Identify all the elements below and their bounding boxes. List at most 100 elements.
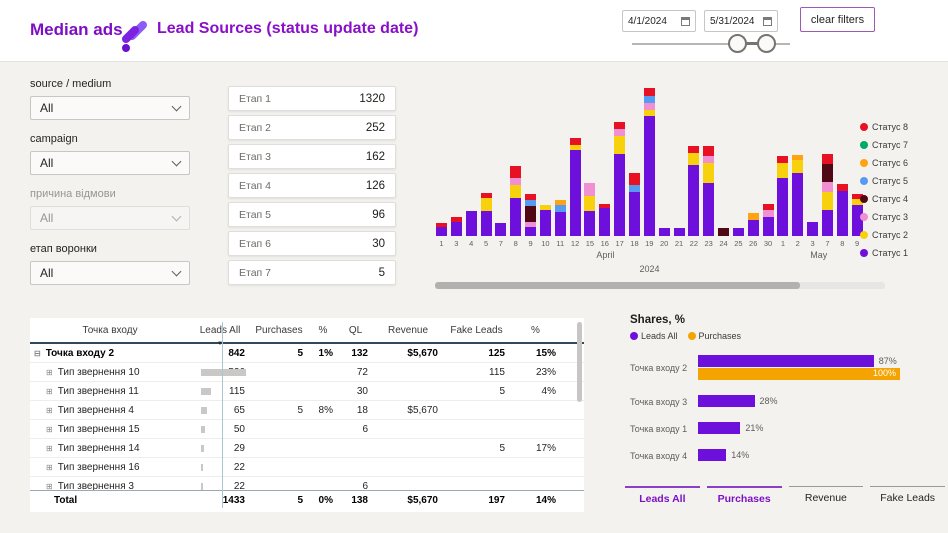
column-header[interactable]: Точка входу xyxy=(82,324,138,336)
expand-icon[interactable]: ⊞ xyxy=(46,386,53,396)
tab-fake-leads[interactable]: Fake Leads xyxy=(870,486,945,505)
tab-purchases[interactable]: Purchases xyxy=(706,486,782,505)
shares-bar[interactable]: 87% xyxy=(698,355,945,367)
column-header[interactable]: % xyxy=(318,324,328,336)
chart-scrollbar-thumb[interactable] xyxy=(435,282,800,289)
funnel-stage-card[interactable]: Етап 1 1320 xyxy=(228,86,396,111)
bar-column[interactable] xyxy=(762,204,774,236)
shares-bar[interactable]: 28% xyxy=(698,395,945,407)
funnel-stage-card[interactable]: Етап 6 30 xyxy=(228,231,396,256)
bar-column[interactable] xyxy=(836,184,848,236)
bar-column[interactable] xyxy=(465,211,477,236)
bar-column[interactable] xyxy=(480,193,492,236)
bar-column[interactable] xyxy=(495,223,507,236)
bar-column[interactable] xyxy=(747,213,759,236)
bar-column[interactable] xyxy=(673,228,685,236)
bar-column[interactable] xyxy=(821,154,833,236)
expand-icon[interactable]: ⊞ xyxy=(46,405,53,415)
filter-dropdown[interactable]: All xyxy=(30,206,190,230)
bar-column[interactable] xyxy=(643,88,655,236)
bar-segment xyxy=(777,163,789,178)
column-header[interactable]: Leads All ▼ xyxy=(199,324,241,347)
bar-column[interactable] xyxy=(777,156,789,236)
expand-icon[interactable]: ⊞ xyxy=(46,424,53,434)
column-header[interactable]: Purchases xyxy=(255,324,303,336)
clear-filters-button[interactable]: clear filters xyxy=(800,7,875,32)
bar-segment xyxy=(510,166,522,178)
slider-handle-start[interactable] xyxy=(728,34,747,53)
table-row[interactable]: ⊞ Тип звернення 10 526 72 115 23% xyxy=(30,363,584,382)
legend-item[interactable]: Статус 2 xyxy=(860,226,946,244)
tab-revenue[interactable]: Revenue xyxy=(788,486,864,505)
funnel-stage-card[interactable]: Етап 3 162 xyxy=(228,144,396,169)
table-row[interactable]: ⊟ Точка входу 2 842 5 1% 132 $5,670 125 15% xyxy=(30,344,584,363)
table-row[interactable]: ⊞ Тип звернення 4 65 5 8% 18 $5,670 xyxy=(30,401,584,420)
bar-column[interactable] xyxy=(851,194,863,236)
bar-column[interactable] xyxy=(450,217,462,236)
calendar-icon[interactable] xyxy=(763,16,772,26)
slider-handle-end[interactable] xyxy=(757,34,776,53)
table-scrollbar[interactable] xyxy=(577,322,582,402)
expand-icon[interactable]: ⊞ xyxy=(46,481,53,491)
table-row[interactable]: ⊞ Тип звернення 11 115 30 5 4% xyxy=(30,382,584,401)
calendar-icon[interactable] xyxy=(681,16,690,26)
bar-column[interactable] xyxy=(658,228,670,236)
bar-column[interactable] xyxy=(703,146,715,236)
table-row[interactable]: ⊞ Тип звернення 14 29 5 17% xyxy=(30,439,584,458)
column-header[interactable]: % xyxy=(531,324,540,336)
legend-label: Статус 3 xyxy=(872,212,908,222)
funnel-stage-card[interactable]: Етап 7 5 xyxy=(228,260,396,285)
table-row[interactable]: ⊞ Тип звернення 16 22 xyxy=(30,458,584,477)
bar-column[interactable] xyxy=(436,223,447,236)
tab-leads-all[interactable]: Leads All xyxy=(625,486,700,505)
bar-column[interactable] xyxy=(599,204,611,236)
bar-column[interactable] xyxy=(792,155,804,236)
bar-column[interactable] xyxy=(718,228,730,236)
chart-scrollbar[interactable] xyxy=(435,282,885,289)
bar-column[interactable] xyxy=(510,166,522,236)
legend-item[interactable]: Статус 1 xyxy=(860,244,946,262)
bar-column[interactable] xyxy=(732,228,744,236)
bar-column[interactable] xyxy=(614,122,626,236)
table-row[interactable]: ⊞ Тип звернення 3 22 6 xyxy=(30,477,584,491)
column-header[interactable]: QL xyxy=(348,324,363,336)
bar-column[interactable] xyxy=(688,146,700,236)
legend-item[interactable]: Статус 3 xyxy=(860,208,946,226)
bar-column[interactable] xyxy=(807,222,819,236)
filter-dropdown[interactable]: All xyxy=(30,151,190,175)
shares-bar[interactable]: 21% xyxy=(698,422,945,434)
filter-dropdown[interactable]: All xyxy=(30,261,190,285)
column-header[interactable]: Revenue xyxy=(387,324,429,336)
table-row[interactable]: ⊞ Тип звернення 15 50 6 xyxy=(30,420,584,439)
expand-icon[interactable]: ⊞ xyxy=(46,462,53,472)
funnel-stage-card[interactable]: Етап 5 96 xyxy=(228,202,396,227)
bar-column[interactable] xyxy=(628,173,640,236)
column-header[interactable]: Fake Leads xyxy=(450,324,503,336)
date-range-slider-track[interactable] xyxy=(632,43,790,45)
funnel-stage-card[interactable]: Етап 4 126 xyxy=(228,173,396,198)
date-from-input[interactable]: 4/1/2024 xyxy=(622,10,696,32)
legend-item[interactable]: Статус 4 xyxy=(860,190,946,208)
expand-icon[interactable]: ⊞ xyxy=(46,367,53,377)
bar-column[interactable] xyxy=(525,194,537,236)
legend-item[interactable]: Статус 6 xyxy=(860,154,946,172)
date-to-input[interactable]: 5/31/2024 xyxy=(704,10,778,32)
expand-icon[interactable]: ⊞ xyxy=(46,443,53,453)
shares-bar[interactable]: 100% xyxy=(698,368,945,380)
collapse-icon[interactable]: ⊟ xyxy=(34,348,41,358)
bar-column[interactable] xyxy=(554,200,566,236)
x-tick-label: 8 xyxy=(513,239,518,248)
shares-legend-item[interactable]: Purchases xyxy=(687,331,741,341)
legend-item[interactable]: Статус 5 xyxy=(860,172,946,190)
legend-item[interactable]: Статус 7 xyxy=(860,136,946,154)
funnel-stage-card[interactable]: Етап 2 252 xyxy=(228,115,396,140)
bar-column[interactable] xyxy=(539,205,551,236)
shares-group-bars: 14% xyxy=(698,449,945,462)
legend-item[interactable]: Статус 8 xyxy=(860,118,946,136)
bar-column[interactable] xyxy=(569,138,581,236)
bar-segment xyxy=(732,228,744,236)
shares-bar[interactable]: 14% xyxy=(698,449,945,461)
filter-dropdown[interactable]: All xyxy=(30,96,190,120)
shares-legend-item[interactable]: Leads All xyxy=(630,331,678,341)
bar-column[interactable] xyxy=(584,183,596,236)
